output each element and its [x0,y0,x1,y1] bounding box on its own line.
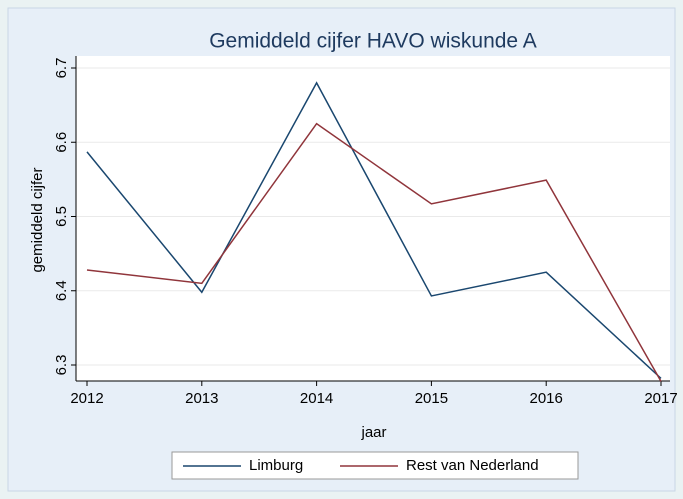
y-tick-label: 6.6 [53,132,70,153]
x-tick-label: 2016 [530,390,563,407]
y-tick-label: 6.5 [53,206,70,227]
x-tick-label: 2013 [185,390,218,407]
chart-title: Gemiddeld cijfer HAVO wiskunde A [209,30,537,53]
y-tick-label: 6.4 [53,280,70,301]
y-tick-label: 6.7 [53,58,70,79]
series-line [86,81,662,379]
x-axis-label: jaar [360,424,386,441]
series-line [86,122,662,382]
y-axis-label: gemiddeld cijfer [29,167,46,272]
y-tick-label: 6.3 [53,355,70,376]
x-tick-label: 2017 [644,390,677,407]
x-tick-label: 2014 [300,390,333,407]
plot-region [76,56,670,381]
legend-label: Rest van Nederland [406,457,539,474]
legend-label: Limburg [249,457,303,474]
x-tick-label: 2012 [70,390,103,407]
x-tick-label: 2015 [415,390,448,407]
